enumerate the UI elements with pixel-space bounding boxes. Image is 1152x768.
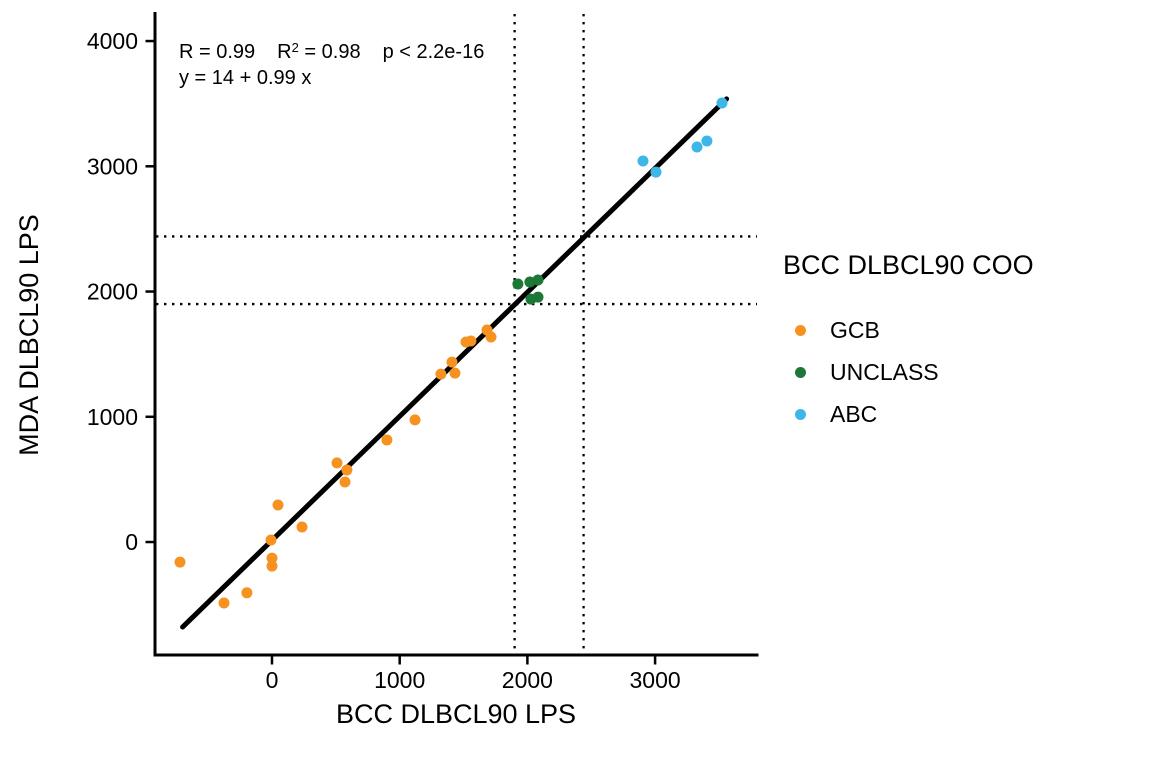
data-point-gcb	[272, 499, 284, 511]
threshold-dotted-lines	[156, 14, 757, 653]
data-point-gcb	[218, 597, 230, 609]
data-point-gcb	[266, 552, 278, 564]
data-point-gcb	[296, 521, 308, 533]
x-axis-title: BCC DLBCL90 LPS	[336, 699, 576, 729]
p-value: p < 2.2e-16	[382, 41, 485, 63]
legend-dot-gcb-icon	[795, 324, 806, 336]
data-point-gcb	[446, 356, 458, 368]
y-tick-label: 1000	[87, 404, 138, 430]
data-point-gcb	[409, 414, 421, 426]
data-point-gcb	[266, 560, 278, 572]
x-tick-label: 3000	[630, 667, 681, 693]
legend-item-gcb: GCB	[783, 309, 1034, 351]
legend-label: ABC	[830, 400, 878, 427]
legend-dot-abc-icon	[795, 408, 806, 420]
r-value: R = 0.99	[179, 41, 256, 63]
legend-item-unclass: UNCLASS	[783, 351, 1034, 393]
data-point-abc	[637, 155, 649, 167]
legend-item-abc: ABC	[783, 393, 1034, 435]
data-point-abc	[691, 141, 703, 153]
data-point-gcb	[341, 464, 353, 476]
legend-dot-unclass-icon	[795, 366, 806, 378]
y-axis-title: MDA DLBCL90 LPS	[14, 214, 44, 456]
y-tick-label: 3000	[87, 153, 138, 179]
data-point-gcb	[331, 457, 343, 469]
x-tick-label: 1000	[374, 667, 425, 693]
y-tick-label: 2000	[87, 279, 138, 305]
axes-group	[153, 12, 759, 657]
tick-marks-group	[145, 39, 657, 665]
regression-equation: y = 14 + 0.99 x	[179, 67, 312, 89]
x-tick-label: 0	[266, 667, 279, 693]
y-tick-label: 0	[125, 529, 138, 555]
data-point-gcb	[265, 534, 277, 546]
tick-labels-group: 0 1000 2000 3000 0 1000 2000 3000 4000	[87, 28, 681, 693]
data-point-abc	[701, 135, 713, 147]
data-point-abc	[716, 97, 728, 109]
legend-title: BCC DLBCL90 COO	[783, 250, 1034, 280]
legend-label: GCB	[830, 316, 880, 343]
data-point-unclass	[512, 278, 524, 290]
data-points-group	[174, 97, 728, 609]
r-squared-value: R2 = 0.98	[277, 40, 361, 63]
stats-line-1: R = 0.99 R2 = 0.98 p < 2.2e-16	[179, 35, 484, 65]
data-point-gcb	[381, 434, 393, 446]
data-point-gcb	[449, 367, 461, 379]
x-tick-label: 2000	[502, 667, 553, 693]
legend-items: GCB UNCLASS ABC	[783, 309, 1034, 435]
data-point-gcb	[174, 556, 186, 568]
data-point-unclass	[532, 274, 544, 286]
data-point-gcb	[435, 368, 447, 380]
y-tick-label: 4000	[87, 28, 138, 54]
data-point-unclass	[532, 291, 544, 303]
legend-label: UNCLASS	[830, 358, 939, 385]
legend: BCC DLBCL90 COO GCB UNCLASS ABC	[783, 250, 1034, 435]
data-point-gcb	[241, 587, 253, 599]
data-point-abc	[650, 166, 662, 178]
data-point-gcb	[465, 335, 477, 347]
data-point-gcb	[339, 476, 351, 488]
stats-annotation: R = 0.99 R2 = 0.98 p < 2.2e-16 y = 14 + 0.…	[179, 35, 484, 91]
data-point-gcb	[485, 331, 497, 343]
